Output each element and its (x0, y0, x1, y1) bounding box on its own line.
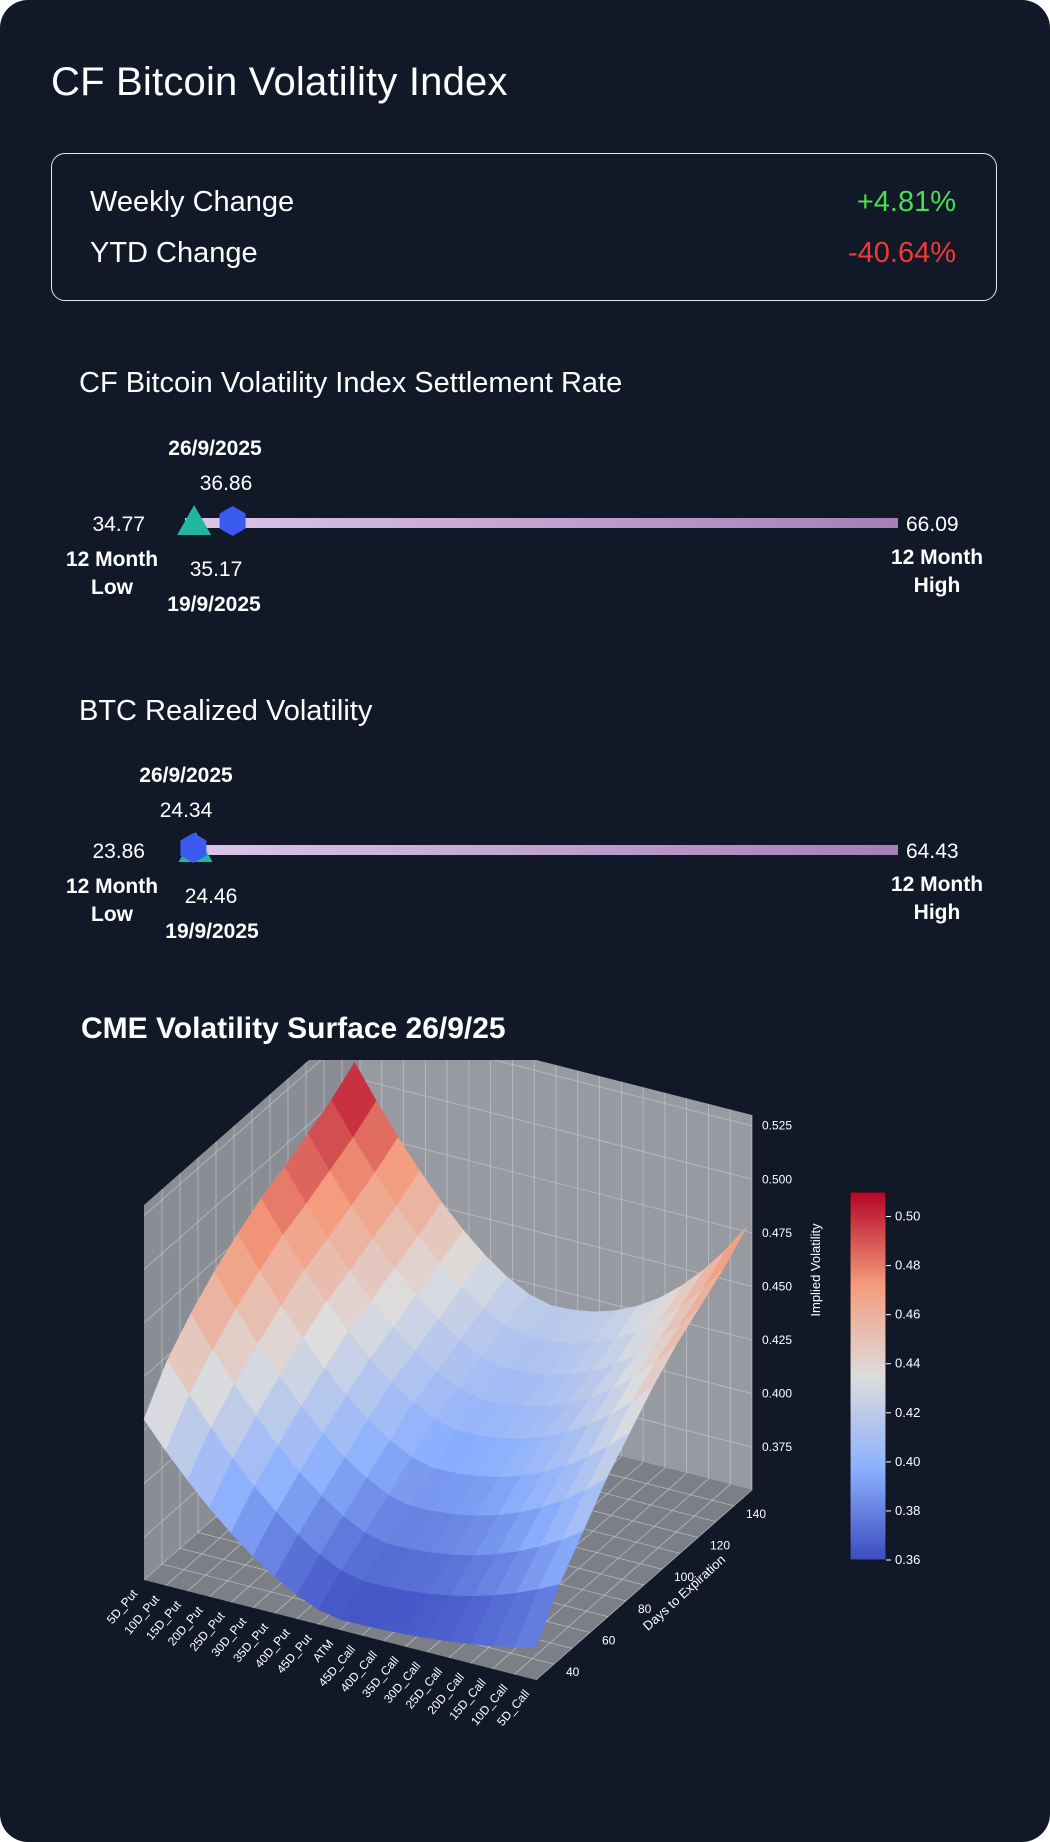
low-value-label: 34.77 (92, 513, 145, 536)
iv-axis-ticks: 0.375 0.400 0.425 0.450 0.475 0.500 0.525 (762, 1119, 792, 1454)
current-date-label: 26/9/2025 (139, 764, 233, 787)
surface-chart-title: CME Volatility Surface 26/9/25 (81, 1012, 506, 1045)
low-caption-line1: 12 Month (66, 875, 158, 898)
days-tick-label: 120 (710, 1539, 730, 1553)
days-tick-label: 140 (746, 1507, 766, 1521)
high-caption-line1: 12 Month (891, 546, 983, 569)
low-caption-line2: Low (91, 903, 134, 926)
iv-tick-label: 0.525 (762, 1119, 792, 1133)
settlement-range-chart: 26/9/2025 36.86 34.77 12 Month Low 35.17… (66, 437, 983, 616)
surface-mesh (143, 1062, 747, 1649)
previous-week-triangle-marker (177, 505, 212, 535)
weekly-change-value: +4.81% (856, 186, 956, 218)
range-bar (185, 518, 898, 528)
current-hexagon-marker (180, 833, 207, 863)
low-caption-line1: 12 Month (66, 548, 158, 571)
previous-value-label: 24.46 (185, 885, 238, 908)
colorbar-tick-label: 0.42 (895, 1405, 920, 1420)
days-axis-ticks: 40 60 80 100 120 140 (566, 1507, 766, 1679)
previous-date-label: 19/9/2025 (167, 593, 261, 616)
colorbar-tick-label: 0.36 (895, 1552, 920, 1567)
realized-vol-title: BTC Realized Volatility (79, 695, 373, 727)
days-tick-label: 40 (566, 1665, 580, 1679)
iv-tick-label: 0.450 (762, 1279, 792, 1293)
high-value-label: 66.09 (906, 513, 959, 536)
ytd-change-value: -40.64% (847, 237, 956, 269)
range-bar (185, 845, 898, 855)
days-tick-label: 60 (602, 1634, 616, 1648)
high-value-label: 64.43 (906, 840, 959, 863)
current-value-label: 36.86 (200, 472, 253, 495)
current-date-label: 26/9/2025 (168, 437, 262, 460)
weekly-change-label: Weekly Change (90, 186, 295, 218)
colorbar-tick-label: 0.46 (895, 1307, 920, 1322)
settlement-markers (177, 505, 246, 536)
colorbar-tick-label: 0.50 (895, 1209, 920, 1224)
colorbar-tick-label: 0.44 (895, 1356, 920, 1371)
settlement-rate-title: CF Bitcoin Volatility Index Settlement R… (79, 367, 623, 399)
volatility-surface-chart: 5D_Put10D_Put15D_Put20D_Put25D_Put30D_Pu… (104, 1060, 920, 1729)
iv-axis-label: Implied Volatility (808, 1223, 823, 1317)
days-tick-label: 100 (674, 1570, 694, 1584)
colorbar (849, 1191, 887, 1561)
colorbar-ticks: 0.36 0.38 0.40 0.42 0.44 0.46 0.48 0.50 (886, 1209, 920, 1567)
current-hexagon-marker (219, 506, 246, 536)
colorbar-tick-label: 0.38 (895, 1503, 920, 1518)
page-title: CF Bitcoin Volatility Index (51, 60, 508, 104)
iv-tick-label: 0.375 (762, 1440, 792, 1454)
low-caption-line2: Low (91, 576, 134, 599)
current-value-label: 24.34 (160, 799, 213, 822)
iv-tick-label: 0.475 (762, 1226, 792, 1240)
previous-value-label: 35.17 (190, 558, 243, 581)
low-value-label: 23.86 (92, 840, 145, 863)
high-caption-line2: High (914, 574, 961, 597)
realized-range-chart: 26/9/2025 24.34 23.86 12 Month Low 24.46… (66, 764, 983, 943)
change-stats-box: Weekly Change +4.81% YTD Change -40.64% (51, 153, 997, 301)
high-caption-line1: 12 Month (891, 873, 983, 896)
previous-date-label: 19/9/2025 (165, 920, 259, 943)
days-tick-label: 80 (638, 1602, 652, 1616)
iv-tick-label: 0.500 (762, 1172, 792, 1186)
high-caption-line2: High (914, 901, 961, 924)
surface-cell (470, 1592, 517, 1647)
iv-tick-label: 0.425 (762, 1333, 792, 1347)
colorbar-tick-label: 0.40 (895, 1454, 920, 1469)
iv-tick-label: 0.400 (762, 1387, 792, 1401)
colorbar-tick-label: 0.48 (895, 1258, 920, 1273)
ytd-change-label: YTD Change (90, 237, 258, 269)
realized-markers (178, 832, 213, 863)
